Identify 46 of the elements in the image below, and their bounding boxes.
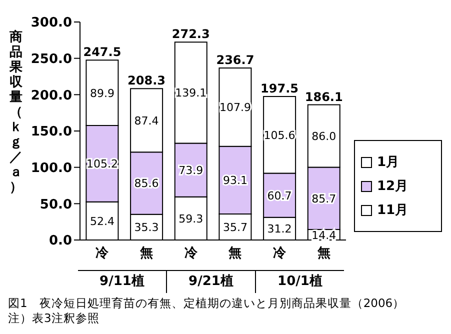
data-label: 59.3 <box>178 212 204 226</box>
data-label: 89.9 <box>90 86 114 100</box>
data-label: 85.7 <box>312 192 336 206</box>
x-tick-label: 無 <box>316 246 330 262</box>
text: 注）表3注釈参照 <box>8 311 100 326</box>
legend-label: 11月 <box>376 202 410 219</box>
data-label: 14.4 <box>312 228 336 242</box>
data-label: 87.4 <box>134 114 159 128</box>
data-label: 139.1 <box>175 86 207 100</box>
text: 図1 夜冷短日処理育苗の有無、定植期の違いと月別商品果収量（2006） <box>8 296 405 311</box>
text: 9/21植 <box>167 271 256 293</box>
y-tick-label: 150.0 <box>30 124 72 140</box>
x-tick-label: 冷 <box>184 246 198 262</box>
legend-label: 12月 <box>376 178 410 195</box>
total-label: 247.5 <box>83 45 122 60</box>
y-tick-label: 300.0 <box>30 16 72 31</box>
data-label: 107.9 <box>219 101 251 114</box>
total-label: 236.7 <box>216 53 254 67</box>
data-label: 35.7 <box>222 221 248 234</box>
data-label: 105.2 <box>86 158 118 171</box>
x-tick-label: 冷 <box>273 246 287 262</box>
total-label: 272.3 <box>172 27 210 42</box>
data-label: 35.3 <box>134 221 159 234</box>
x-tick-label: 無 <box>228 246 242 262</box>
data-label: 73.9 <box>178 164 204 178</box>
data-label: 86.0 <box>312 130 336 144</box>
total-label: 186.1 <box>304 90 343 104</box>
data-label: 105.6 <box>264 128 296 142</box>
y-tick-label: 50.0 <box>40 197 72 212</box>
text: 商品果収量（ｋｇ／ａ） <box>10 30 22 195</box>
data-label: 85.6 <box>134 177 159 190</box>
total-label: 197.5 <box>260 81 299 96</box>
y-tick-label: 250.0 <box>30 52 72 67</box>
y-tick-label: 100.0 <box>30 160 72 176</box>
text: 9/11植 <box>78 271 167 293</box>
y-tick-label: 0.0 <box>48 234 72 249</box>
total-label: 208.3 <box>128 74 166 88</box>
data-label: 31.2 <box>267 222 292 236</box>
legend-label: 1月 <box>376 154 400 171</box>
data-label: 52.4 <box>90 214 114 228</box>
x-tick-label: 冷 <box>96 246 110 262</box>
data-label: 93.1 <box>222 174 248 188</box>
text: 10/1植 <box>276 273 324 291</box>
x-tick-label: 無 <box>139 246 153 262</box>
y-tick-label: 200.0 <box>30 88 72 104</box>
data-label: 60.7 <box>267 189 292 202</box>
